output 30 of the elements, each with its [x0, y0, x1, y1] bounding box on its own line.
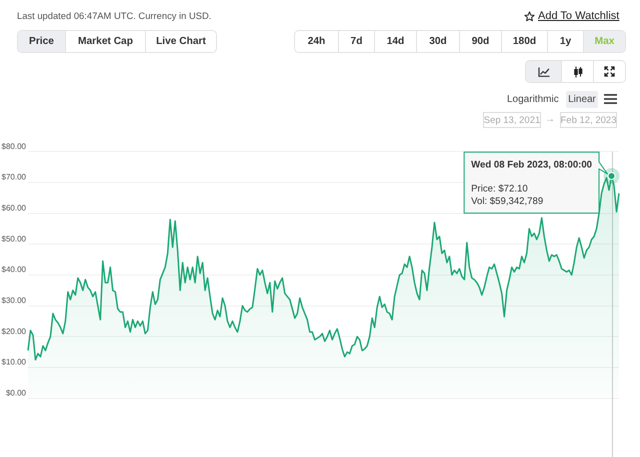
y-tick-label: $20.00 [2, 326, 27, 336]
y-tick-label: $70.00 [2, 172, 27, 182]
text: → [545, 113, 555, 127]
y-tick-label: $50.00 [2, 234, 27, 244]
y-tick-label: $80.00 [2, 142, 27, 151]
text: 180d [501, 31, 547, 52]
text: Linear [566, 91, 598, 108]
annotation: Vol: $59,342,789 [471, 196, 544, 208]
y-tick-label: $10.00 [2, 358, 27, 367]
y-tick-label: $30.00 [2, 296, 27, 305]
text: Price [18, 31, 65, 52]
text: Max [583, 31, 625, 52]
text: Sep 13, 2021 [483, 112, 541, 128]
text: 14d [374, 31, 416, 52]
annotation: Price: $72.10 [471, 184, 528, 195]
y-tick-label: $40.00 [2, 265, 27, 274]
text: 30d [416, 31, 459, 52]
text: 7d [338, 31, 374, 52]
annotation: Wed 08 Feb 2023, 08:00:00 [471, 160, 592, 171]
text: Feb 12, 2023 [560, 112, 617, 128]
y-tick-label: $0.00 [6, 388, 27, 398]
text: 1y [547, 31, 583, 52]
text: 90d [459, 31, 501, 52]
chart-subtitle: Last updated 06:47AM UTC. Currency in USD. [17, 9, 212, 23]
text: Market Cap [65, 31, 145, 52]
text: Live Chart [145, 31, 216, 52]
text: Logarithmic [504, 91, 562, 108]
text: 24h [295, 31, 338, 52]
text: Add To Watchlist [538, 10, 620, 22]
y-tick-label: $60.00 [2, 203, 27, 212]
